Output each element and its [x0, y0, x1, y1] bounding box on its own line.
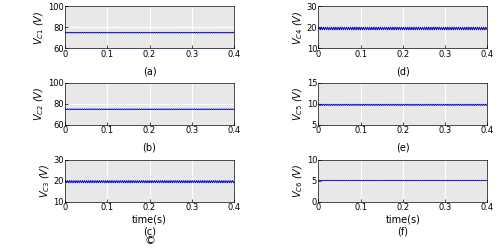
Y-axis label: $V_{C2}$ (V): $V_{C2}$ (V)	[33, 87, 46, 121]
Y-axis label: $V_{C5}$ (V): $V_{C5}$ (V)	[292, 87, 305, 121]
Y-axis label: $V_{C3}$ (V): $V_{C3}$ (V)	[38, 163, 52, 198]
X-axis label: time(s): time(s)	[386, 215, 420, 225]
Text: (e): (e)	[396, 143, 410, 153]
Text: ©: ©	[144, 236, 155, 246]
Text: (a): (a)	[142, 66, 156, 76]
Y-axis label: $V_{C4}$ (V): $V_{C4}$ (V)	[292, 10, 305, 45]
Text: (c): (c)	[143, 226, 156, 236]
Y-axis label: $V_{C1}$ (V): $V_{C1}$ (V)	[33, 10, 46, 45]
Text: (f): (f)	[398, 226, 408, 236]
Text: (b): (b)	[142, 143, 156, 153]
X-axis label: time(s): time(s)	[132, 215, 167, 225]
Text: (d): (d)	[396, 66, 410, 76]
Y-axis label: $V_{C6}$ (V): $V_{C6}$ (V)	[292, 163, 305, 198]
